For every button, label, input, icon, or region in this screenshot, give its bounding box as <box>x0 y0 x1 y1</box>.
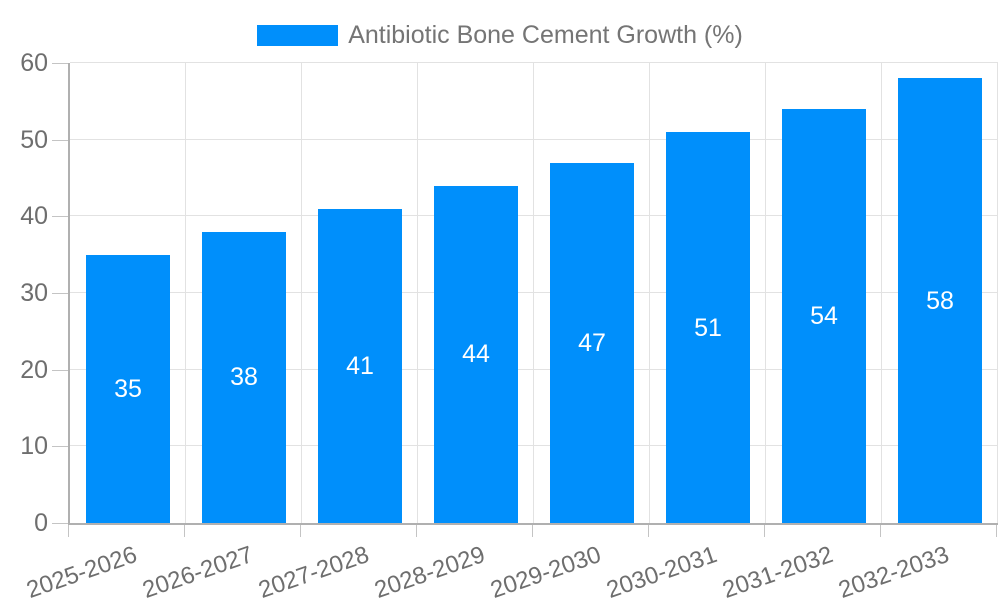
bar-value-label: 47 <box>578 328 606 357</box>
bar-2027-2028: 41 <box>318 208 402 523</box>
y-axis-tick <box>52 139 68 141</box>
gridline-vertical <box>765 63 766 523</box>
y-axis-tick <box>52 369 68 371</box>
y-axis-tick <box>52 523 68 524</box>
y-axis-tick <box>52 63 68 64</box>
legend-label: Antibiotic Bone Cement Growth (%) <box>348 21 743 49</box>
x-axis-tick <box>416 525 417 537</box>
x-axis-tick <box>68 525 69 537</box>
gridline-horizontal <box>70 368 998 370</box>
x-axis-category-label: 2026-2027 <box>139 541 257 600</box>
gridline-vertical <box>997 63 998 523</box>
gridline-vertical <box>301 63 302 523</box>
y-axis-tick <box>52 216 68 218</box>
x-axis-category-label: 2029-2030 <box>487 541 605 600</box>
bar-value-label: 58 <box>926 286 954 315</box>
y-axis-tick-label: 20 <box>20 355 48 384</box>
x-axis-tick <box>648 525 649 537</box>
y-axis-tick-label: 60 <box>20 49 48 77</box>
x-axis-category-label: 2028-2029 <box>371 541 489 600</box>
plot-area: 35 38 41 44 47 51 54 58 <box>68 62 998 525</box>
bar-2032-2033: 58 <box>898 78 982 523</box>
bar-2026-2027: 38 <box>202 231 286 523</box>
bar-2025-2026: 35 <box>86 254 170 523</box>
gridline-vertical <box>649 63 650 523</box>
bar-value-label: 51 <box>694 313 722 342</box>
bar-2029-2030: 47 <box>550 162 634 523</box>
bar-value-label: 54 <box>810 302 838 330</box>
y-axis-tick-label: 50 <box>20 125 48 154</box>
x-axis-tick <box>184 525 185 537</box>
x-axis-tick <box>996 525 997 537</box>
bar-2028-2029: 44 <box>434 185 518 523</box>
gridline-horizontal <box>70 445 998 447</box>
y-axis-tick-label: 40 <box>20 202 48 231</box>
x-axis-category-label: 2032-2033 <box>835 541 953 600</box>
gridline-horizontal <box>70 292 998 293</box>
x-axis-category-label: 2030-2031 <box>603 541 721 600</box>
bar-value-label: 35 <box>114 374 142 403</box>
legend-swatch-icon <box>257 25 339 46</box>
x-axis-tick <box>880 525 881 537</box>
x-axis-category-label: 2031-2032 <box>719 541 837 600</box>
bar-2031-2032: 54 <box>782 109 866 523</box>
y-axis-tick-label: 10 <box>20 432 48 461</box>
y-axis-tick <box>52 446 68 448</box>
gridline-vertical <box>185 63 186 523</box>
gridline-horizontal <box>70 62 998 63</box>
x-axis-tick <box>764 525 765 537</box>
y-axis-tick-label: 30 <box>20 279 48 307</box>
gridline-horizontal <box>70 138 998 140</box>
bar-2030-2031: 51 <box>666 132 750 523</box>
y-axis-tick-label: 0 <box>34 509 48 537</box>
bar-value-label: 41 <box>346 351 374 380</box>
gridline-vertical <box>881 63 882 523</box>
gridline-horizontal <box>70 215 998 217</box>
bar-value-label: 38 <box>230 363 258 392</box>
x-axis-category-label: 2027-2028 <box>255 541 373 600</box>
gridline-vertical <box>533 63 534 523</box>
bar-value-label: 44 <box>462 340 490 369</box>
y-axis-tick <box>52 293 68 294</box>
x-axis-tick <box>300 525 301 537</box>
legend-item[interactable]: Antibiotic Bone Cement Growth (%) <box>0 21 1000 50</box>
gridline-vertical <box>417 63 418 523</box>
x-axis-category-label: 2025-2026 <box>23 541 141 600</box>
x-axis-tick <box>532 525 533 537</box>
